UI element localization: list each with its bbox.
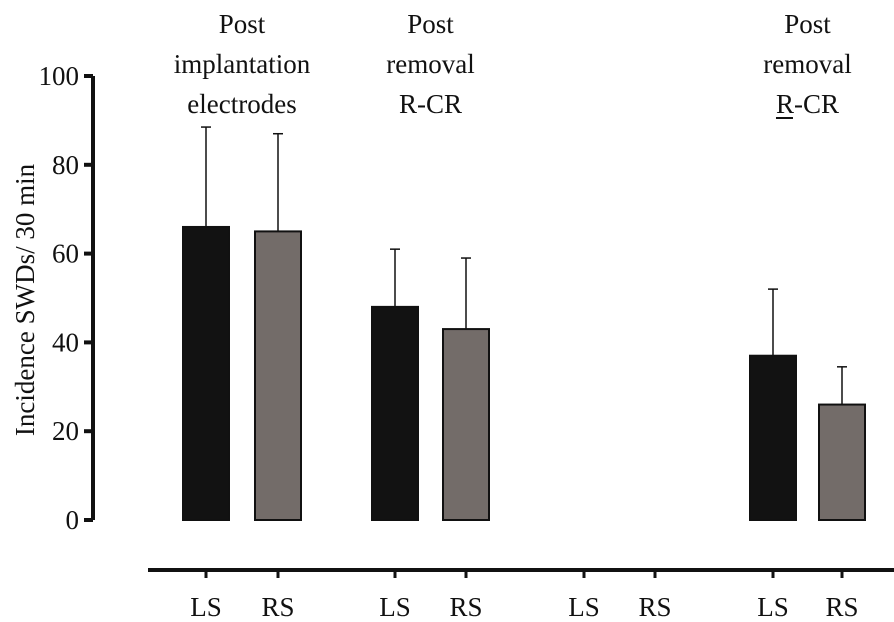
y-tick-label: 40 (52, 327, 79, 357)
y-tick-label: 20 (52, 416, 79, 446)
group-label-line: Post (784, 9, 831, 39)
group-label-line: removal (763, 49, 851, 79)
category-label-rs: RS (261, 592, 294, 622)
group-label-line: removal (386, 49, 474, 79)
x-axis: LS RS LS RS LS RS LS RS (148, 568, 894, 622)
group-label-line: R-CR (399, 89, 462, 119)
y-tick-label: 0 (66, 505, 80, 535)
y-tick-label: 80 (52, 150, 79, 180)
group-labels: Post implantation electrodes Post removal R-C… (174, 9, 852, 119)
group-label-line: Post (407, 9, 454, 39)
group-label-line: implantation (174, 49, 311, 79)
category-label-ls: LS (190, 592, 222, 622)
category-label-rs: RS (449, 592, 482, 622)
category-label-rs: RS (825, 592, 858, 622)
group-label-line: R-CR (776, 89, 839, 119)
bar-rs (818, 403, 866, 521)
category-label-ls: LS (379, 592, 411, 622)
category-label-ls: LS (757, 592, 789, 622)
bar-ls (182, 225, 230, 522)
y-axis: 0 20 40 60 80 100 (39, 61, 95, 535)
bar-rs (442, 328, 490, 521)
group-label-line: electrodes (187, 89, 296, 119)
category-label-ls: LS (568, 592, 600, 622)
bar-ls (371, 305, 419, 521)
y-axis-title: Incidence SWDs/ 30 min (10, 163, 40, 436)
bar-rs (254, 230, 302, 521)
group-label-line: Post (219, 9, 266, 39)
y-tick-label: 60 (52, 239, 79, 269)
bar-ls (749, 354, 797, 521)
y-tick-label: 100 (39, 61, 80, 91)
category-label-rs: RS (638, 592, 671, 622)
bars (182, 126, 866, 522)
